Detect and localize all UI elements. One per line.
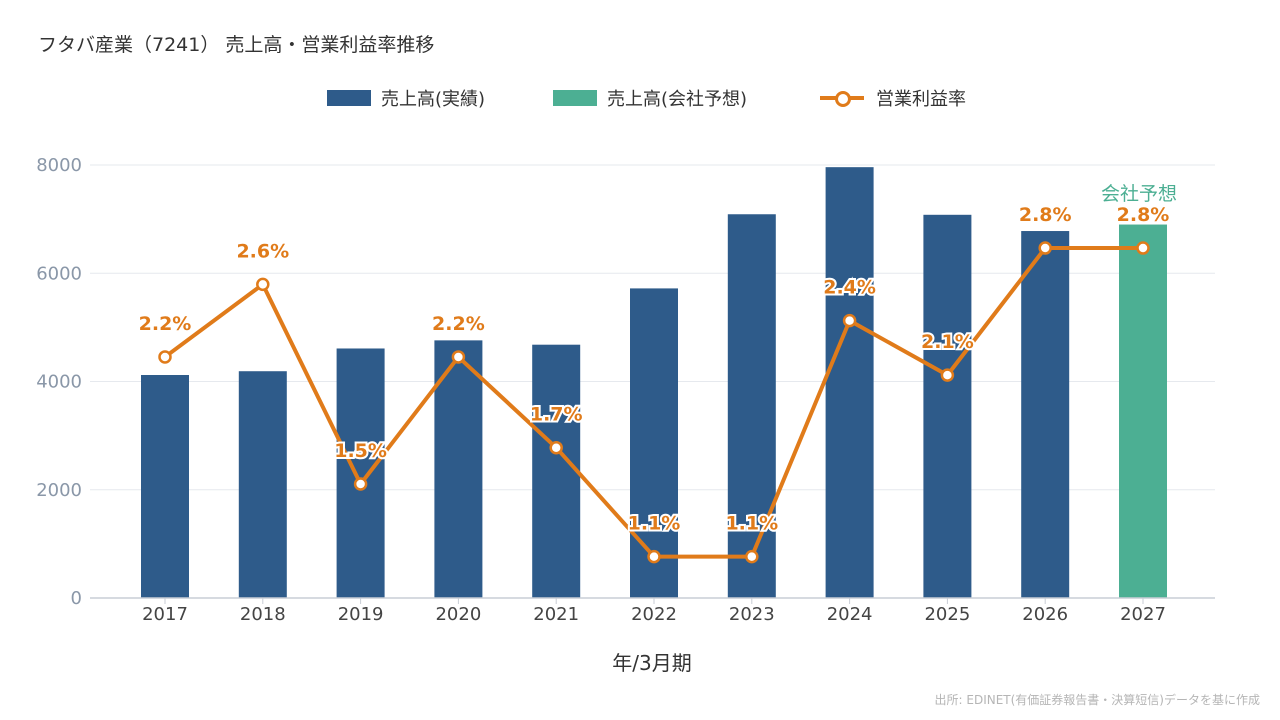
data-labels: 2.2% 2.6% 1.5% 2.2% 1.7% 1.1% 1.1% 2.4% 2.1% 2.8%… [137, 183, 1177, 537]
chart-title: フタバ産業（7241） 売上高・営業利益率推移 [38, 34, 435, 56]
legend-label-forecast: 売上高(会社予想) [607, 89, 748, 110]
margin-point-2021 [549, 440, 563, 455]
chart-legend: 売上高(実績) 売上高(会社予想) 営業利益率 [0, 84, 1280, 112]
x-tick-label-2020: 2020 [435, 604, 481, 625]
y-tick-label-0: 0 [71, 588, 82, 609]
bar-forecast-2027 [1119, 224, 1167, 598]
forecast-annotation: 会社予想 [1101, 183, 1177, 205]
margin-label-2023: 1.1% [725, 513, 778, 535]
margin-point-2018 [256, 277, 270, 292]
x-tick-label-2026: 2026 [1022, 604, 1068, 625]
x-tick-label-2023: 2023 [729, 604, 775, 625]
x-tick-label-2021: 2021 [533, 604, 579, 625]
x-axis-title: 年/3月期 [612, 651, 691, 675]
legend-item-actual[interactable]: 売上高(実績) [327, 84, 485, 112]
margin-point-2019 [353, 477, 368, 491]
bar-actual-2017 [141, 375, 189, 598]
y-tick-label-8000: 8000 [36, 155, 82, 176]
margin-label-2024: 2.4% [823, 277, 876, 299]
legend-swatch-margin [820, 90, 864, 107]
margin-point-2023 [745, 549, 759, 564]
x-tick-label-2019: 2019 [338, 604, 384, 625]
margin-point-2020 [451, 350, 466, 364]
legend-label-actual: 売上高(実績) [381, 89, 486, 110]
x-tick-label-2027: 2027 [1120, 604, 1166, 625]
bar-actual-2025 [923, 214, 972, 599]
margin-point-2026 [1038, 241, 1052, 255]
source-note: 出所: EDINET(有価証券報告書・決算短信)データを基に作成 [934, 693, 1260, 707]
bar-actual-2024 [825, 167, 874, 599]
margin-label-2022: 1.1% [628, 513, 681, 535]
margin-point-2027 [1136, 241, 1150, 255]
legend-swatch-actual [327, 90, 371, 106]
x-tick-label-2022: 2022 [631, 604, 677, 625]
margin-line [158, 241, 1150, 564]
x-tick-label-2025: 2025 [924, 604, 970, 625]
legend-swatch-forecast [553, 90, 597, 106]
x-tick-label-2017: 2017 [142, 604, 188, 625]
margin-point-2025 [940, 368, 955, 382]
bars [141, 167, 1167, 599]
margin-label-2026: 2.8% [1019, 204, 1072, 226]
bar-actual-2021 [532, 344, 581, 598]
margin-point-2024 [842, 313, 857, 328]
legend-label-margin: 営業利益率 [876, 89, 966, 110]
margin-label-2018: 2.6% [236, 240, 289, 262]
bar-actual-2018 [238, 371, 287, 598]
y-tick-label-4000: 4000 [36, 372, 82, 393]
margin-label-2025: 2.1% [921, 331, 974, 353]
bar-actual-2023 [727, 214, 776, 598]
x-tick-label-2018: 2018 [240, 604, 286, 625]
margin-label-2017: 2.2% [139, 313, 192, 335]
legend-item-forecast[interactable]: 売上高(会社予想) [553, 84, 747, 112]
margin-point-2022 [647, 549, 661, 564]
bar-actual-2022 [630, 288, 678, 598]
margin-label-2021: 1.7% [530, 404, 583, 426]
margin-label-2020: 2.2% [432, 313, 485, 335]
margin-label-2027: 2.8% [1117, 204, 1170, 226]
axes: 0 2000 4000 6000 8000 2017 2018 2019 2020 2021 202… [36, 155, 1215, 675]
x-tick-label-2024: 2024 [827, 604, 873, 625]
legend-item-margin[interactable]: 営業利益率 [820, 84, 966, 112]
margin-label-2019: 1.5% [334, 440, 387, 462]
bar-actual-2019 [336, 348, 385, 598]
bar-actual-2026 [1021, 231, 1070, 598]
bar-actual-2020 [434, 340, 483, 598]
y-tick-label-6000: 6000 [36, 263, 82, 284]
margin-point-2017 [158, 350, 172, 364]
y-tick-label-2000: 2000 [36, 480, 82, 501]
